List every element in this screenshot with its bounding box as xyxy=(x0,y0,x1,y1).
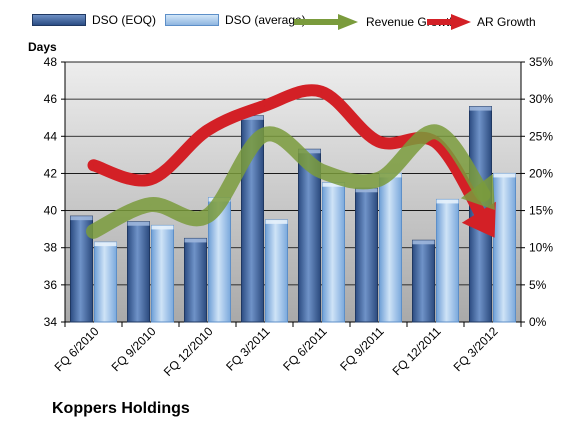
y2-tick-label: 15% xyxy=(529,204,553,218)
bar-dso-eoq-cap xyxy=(298,149,321,154)
bar-dso-avg xyxy=(493,172,516,323)
bar-dso-eoq-cap xyxy=(184,238,207,243)
bar-dso-eoq-cap xyxy=(70,216,93,221)
bar-dso-eoq-cap xyxy=(241,115,264,120)
series-ar-growth-arrowhead xyxy=(461,201,496,238)
y2-tick-label: 20% xyxy=(529,166,553,180)
series-revenue-growth-point xyxy=(321,170,323,172)
bar-dso-eoq-cap xyxy=(412,240,435,245)
bar-dso-avg xyxy=(436,198,459,323)
series-revenue-growth-arrowhead xyxy=(460,174,495,211)
bar-dso-avg-cap xyxy=(151,225,174,230)
y-tick-label: 48 xyxy=(44,55,58,69)
y2-tick-label: 10% xyxy=(529,241,553,255)
legend-label-dso-avg: DSO (average) xyxy=(225,13,306,27)
series-ar-growth-point xyxy=(93,164,95,166)
x-tick-label: FQ 6/2011 xyxy=(280,324,330,374)
bar-dso-avg-cap xyxy=(493,173,516,178)
legend: DSO (EOQ) DSO (average) Revenue Growth A… xyxy=(0,13,575,37)
x-tick-label: FQ 3/2011 xyxy=(223,324,273,374)
series-ar-growth-point xyxy=(207,129,209,131)
y-tick-label: 34 xyxy=(44,315,58,329)
y2-tick-label: 25% xyxy=(529,129,553,143)
x-tick-label: FQ 6/2010 xyxy=(52,324,102,374)
series-revenue-growth-point xyxy=(378,178,380,180)
y-tick-label: 36 xyxy=(44,278,58,292)
company-name: Koppers Holdings xyxy=(52,400,190,417)
x-tick-label: FQ 9/2010 xyxy=(109,324,159,374)
series-ar-growth-point xyxy=(435,141,437,143)
series-revenue-growth-point xyxy=(207,215,209,217)
series-revenue-growth-point xyxy=(492,206,494,208)
y-tick-label: 42 xyxy=(44,166,58,180)
y2-tick-label: 30% xyxy=(529,92,553,106)
legend-item-dso-eoq: DSO (EOQ) xyxy=(32,13,156,27)
legend-swatch-dso-avg xyxy=(165,14,219,26)
bar-dso-avg xyxy=(322,182,345,323)
bar-dso-eoq-cap xyxy=(355,188,378,193)
bar-dso-eoq xyxy=(412,239,435,323)
series-revenue-growth-point xyxy=(150,204,152,206)
bar-dso-avg-cap xyxy=(322,182,345,187)
bar-dso-avg xyxy=(151,224,174,323)
bar-dso-avg xyxy=(379,172,402,323)
bar-dso-eoq xyxy=(355,187,378,323)
legend-label-ar-growth: AR Growth xyxy=(477,15,536,29)
bar-dso-avg-cap xyxy=(436,199,459,204)
legend-arrow-green-icon xyxy=(294,14,358,30)
x-tick-label: FQ 3/2012 xyxy=(451,324,501,374)
y2-tick-label: 0% xyxy=(529,315,547,329)
series-ar-growth-line xyxy=(87,84,491,228)
bar-dso-avg xyxy=(265,219,288,323)
legend-arrow-red-icon xyxy=(427,14,471,30)
series-ar-growth-point xyxy=(150,178,152,180)
series-revenue-growth-point xyxy=(435,131,437,133)
series-ar-growth-point xyxy=(264,105,266,107)
x-tick-label: FQ 12/2010 xyxy=(161,324,216,379)
bar-dso-eoq-cap xyxy=(469,106,492,111)
y-axis-title: Days xyxy=(28,40,57,54)
x-tick-label: FQ 12/2011 xyxy=(390,324,444,378)
legend-swatch-dso-eoq xyxy=(32,14,86,26)
legend-item-ar-growth: AR Growth xyxy=(425,13,536,31)
series-ar-growth-point xyxy=(321,91,323,93)
y2-tick-label: 35% xyxy=(529,55,553,69)
series-ar-growth-point xyxy=(492,233,494,235)
bar-dso-avg-cap xyxy=(94,242,117,247)
bar-dso-avg-cap xyxy=(265,219,288,224)
y2-tick-label: 5% xyxy=(529,278,547,292)
y-tick-label: 40 xyxy=(44,204,58,218)
series-revenue-growth-point xyxy=(264,134,266,136)
legend-item-revenue-growth: Revenue Growth xyxy=(292,13,456,31)
legend-label-dso-eoq: DSO (EOQ) xyxy=(92,13,157,27)
legend-label-revenue-growth: Revenue Growth xyxy=(366,15,457,29)
x-tick-label: FQ 9/2011 xyxy=(337,324,387,374)
y-tick-label: 44 xyxy=(44,129,58,143)
bar-dso-eoq-cap xyxy=(127,221,150,226)
series-revenue-growth-point xyxy=(93,230,95,232)
series-ar-growth-point xyxy=(378,140,380,142)
bar-dso-eoq xyxy=(184,237,207,323)
bar-dso-eoq xyxy=(127,221,150,323)
series-revenue-growth-line xyxy=(86,124,491,239)
y-tick-label: 38 xyxy=(44,241,58,255)
legend-item-dso-avg: DSO (average) xyxy=(165,13,306,27)
y-tick-label: 46 xyxy=(44,92,58,106)
bar-dso-avg xyxy=(94,241,117,323)
